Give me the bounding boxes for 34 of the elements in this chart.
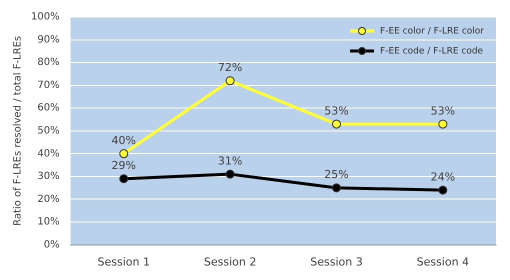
data-label: 25% — [324, 168, 349, 182]
y-tick-label: 70% — [37, 80, 60, 91]
y-tick-label: 0% — [44, 239, 60, 250]
data-label: 53% — [430, 104, 456, 118]
point — [332, 183, 341, 192]
data-label: 24% — [430, 170, 456, 184]
x-tick-label: Session 2 — [204, 255, 256, 268]
point — [226, 76, 235, 86]
x-tick-label: Session 3 — [310, 255, 363, 268]
point — [119, 174, 128, 184]
y-tick-label: 90% — [37, 34, 60, 46]
point — [438, 120, 448, 129]
data-label: 29% — [112, 159, 136, 172]
data-label: 53% — [324, 104, 349, 118]
y-tick-label: 100% — [30, 12, 60, 23]
x-tick-label: Session 1 — [98, 255, 150, 268]
x-tick-label: Session 4 — [416, 255, 470, 268]
point — [438, 186, 448, 195]
y-tick-label: 40% — [37, 148, 60, 160]
data-label: 72% — [218, 61, 242, 74]
legend-label: F-EE color / F-LRE color — [380, 26, 484, 36]
data-label: 40% — [112, 134, 136, 148]
point — [332, 120, 341, 129]
y-axis-title: Ratio of F-LREs resolved / total F-LREs — [12, 36, 24, 226]
y-tick-label: 60% — [37, 102, 60, 114]
y-tick-label: 80% — [37, 57, 60, 68]
point — [226, 170, 235, 179]
data-label: 31% — [218, 154, 242, 168]
y-tick-label: 20% — [37, 194, 60, 205]
point — [119, 149, 128, 158]
y-tick-label: 30% — [37, 171, 60, 182]
legend-label: F-EE code / F-LRE code — [380, 46, 484, 56]
y-tick-label: 50% — [37, 125, 60, 136]
y-tick-label: 10% — [37, 216, 60, 228]
